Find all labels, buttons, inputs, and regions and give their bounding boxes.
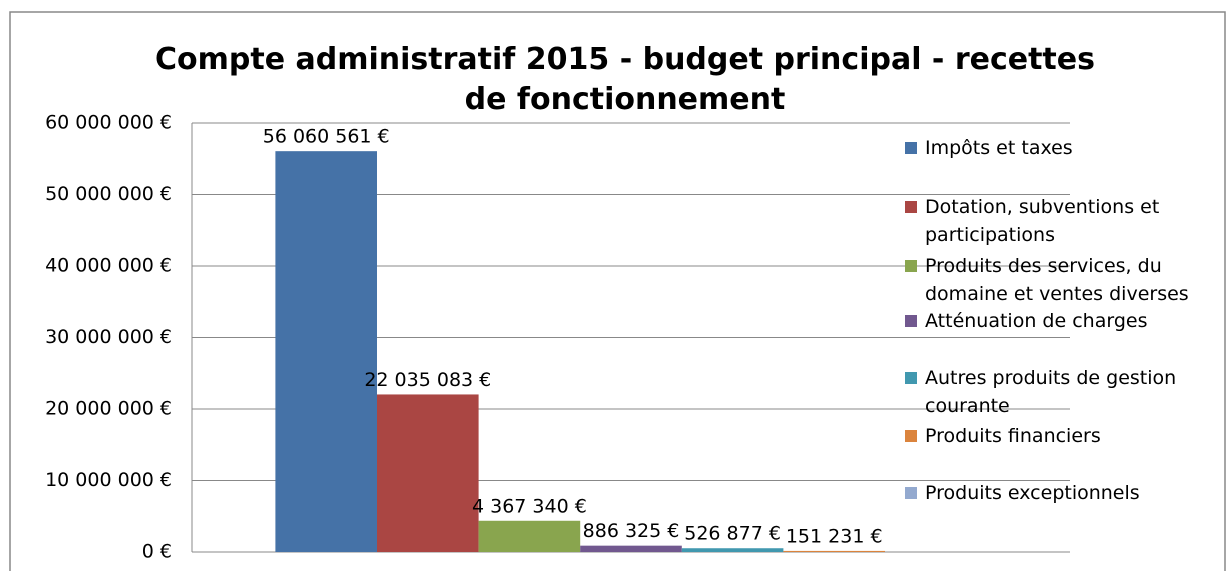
data-label: 4 367 340 € [472,495,587,517]
legend-entry: Dotation, subventions et participations [905,193,1225,249]
legend-entry: Produits exceptionnels [905,479,1225,507]
legend-label: Autres produits de gestion courante [925,367,1177,417]
bar [580,545,682,552]
y-tick-label: 40 000 000 € [45,255,172,277]
bar [783,550,885,552]
legend-swatch [905,260,917,272]
chart-border [9,11,1226,571]
legend-label: Produits exceptionnels [925,482,1140,504]
legend-label: Dotation, subventions et participations [925,196,1160,246]
chart-title: Compte administratif 2015 - budget princ… [155,42,1095,117]
data-label: 886 325 € [583,520,680,542]
legend-swatch [905,201,917,213]
bar [681,548,784,552]
legend-entry: Autres produits de gestion courante [905,364,1225,420]
data-label: 56 060 561 € [263,126,390,148]
legend-swatch [905,142,917,154]
y-tick-label: 30 000 000 € [45,326,172,348]
y-tick-label: 50 000 000 € [45,183,172,205]
y-tick-label: 20 000 000 € [45,398,172,420]
data-label: 22 035 083 € [364,369,491,391]
legend-entry: Produits financiers [905,422,1225,450]
y-tick-label: 10 000 000 € [45,469,172,491]
legend-label: Produits financiers [925,425,1101,447]
y-tick-label: 60 000 000 € [45,112,172,134]
legend-label: Produits des services, du domaine et ven… [925,255,1189,305]
legend-entry: Atténuation de charges [905,307,1225,335]
data-label: 151 231 € [786,525,883,547]
data-label: 526 877 € [684,523,781,545]
legend-swatch [905,372,917,384]
legend-swatch [905,487,917,499]
bar [377,394,479,552]
legend-swatch [905,430,917,442]
bar [478,520,581,552]
y-tick-label: 0 € [142,541,172,563]
legend-swatch [905,315,917,327]
legend-entry: Impôts et taxes [905,134,1225,162]
bar [275,151,377,552]
legend-label: Atténuation de charges [925,310,1148,332]
legend-entry: Produits des services, du domaine et ven… [905,252,1225,308]
legend-label: Impôts et taxes [925,137,1073,159]
